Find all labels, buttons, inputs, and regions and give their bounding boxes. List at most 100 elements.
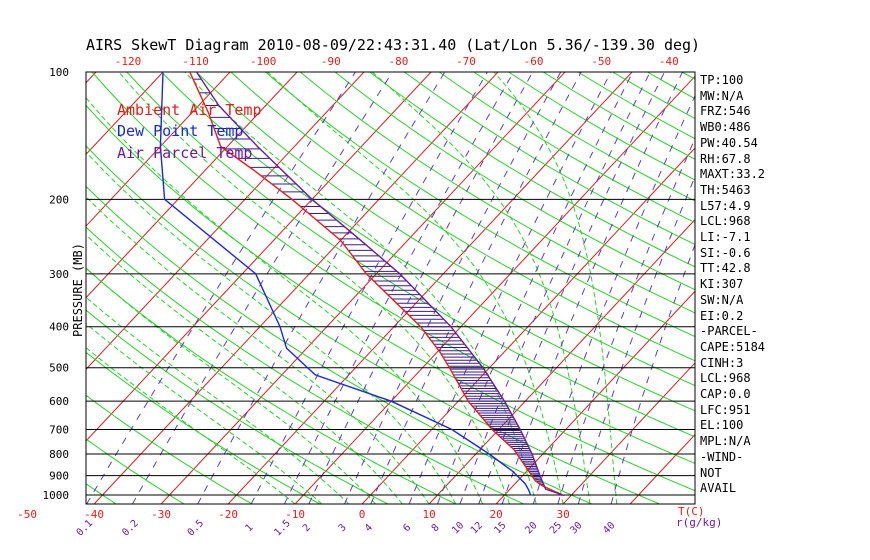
pressure-tick-label: 1000: [43, 489, 70, 502]
statistic-item: SI:-0.6: [700, 245, 751, 260]
series-dew-point-temp: [159, 72, 532, 496]
mixing-ratio-tick-label: 0.1: [75, 518, 96, 539]
pressure-tick-label: 300: [49, 268, 69, 281]
isotherm-line: [86, 72, 365, 371]
isotherm-line: [0, 72, 29, 504]
series-air-parcel-temp: [195, 72, 565, 497]
moist-adiabat-line: [371, 72, 591, 504]
dry-adiabat-line: [86, 438, 185, 504]
moist-adiabat-line: [184, 72, 537, 504]
dry-adiabat-line: [86, 226, 524, 504]
statistic-item: FRZ:546: [700, 104, 751, 119]
moist-adiabat-line: [86, 234, 403, 504]
statistic-item: LCL:968: [700, 214, 751, 229]
top-temperature-tick-label: -110: [182, 55, 209, 68]
dry-adiabat-line: [86, 309, 389, 504]
isotherm-line: [86, 72, 164, 156]
legend-dew-point-temp: Dew Point Temp: [117, 122, 244, 140]
dry-adiabat-line: [195, 72, 695, 387]
top-temperature-tick-label: -70: [456, 55, 476, 68]
dry-adiabat-line: [126, 72, 695, 438]
moist-adiabat-line: [86, 347, 296, 504]
mixing-ratio-tick-label: 0.5: [186, 518, 207, 539]
statistic-item: SW:N/A: [700, 292, 744, 307]
pressure-tick-label: 600: [49, 395, 69, 408]
mixing-ratio-tick-label: 0.2: [120, 518, 141, 539]
mixing-ratio-tick-label: 40: [601, 520, 617, 536]
dry-adiabat-line: [473, 72, 695, 202]
dry-adiabat-line: [86, 483, 117, 504]
statistic-item: MAXT:33.2: [700, 167, 766, 182]
statistic-item: LCL:968: [700, 371, 751, 386]
temperature-unit-label: T(C): [678, 505, 705, 518]
temperature-tick-label: 20: [489, 508, 502, 521]
statistic-item: WB0:486: [700, 120, 751, 135]
statistic-item: -PARCEL-: [700, 324, 758, 339]
sounding-series: [159, 72, 565, 497]
pressure-tick-label: 700: [49, 424, 69, 437]
dry-adiabat-line: [369, 72, 695, 268]
temperature-tick-label: 0: [359, 508, 366, 521]
isotherm-line: [227, 72, 633, 504]
mixing-ratio-line: [532, 94, 695, 504]
mixing-ratio-line: [308, 72, 534, 504]
mixing-ratio-line: [501, 72, 683, 504]
mixing-ratio-line: [283, 72, 515, 504]
pressure-tick-label: 200: [49, 193, 69, 206]
isotherm-line: [86, 72, 298, 299]
statistic-item: CAPE:5184: [700, 339, 766, 354]
dry-adiabat-line: [86, 145, 660, 504]
moist-adiabat-line: [118, 72, 510, 504]
temperature-tick-label: -20: [218, 508, 238, 521]
moist-adiabat-lines: [86, 72, 618, 504]
mixing-ratio-tick-label: 2: [301, 522, 313, 534]
top-temperature-tick-label: -120: [115, 55, 142, 68]
dry-adiabat-line: [265, 72, 695, 338]
statistic-item: RH:67.8: [700, 151, 751, 166]
mixing-ratio-line: [250, 72, 488, 504]
mixing-ratio-tick-label: 12: [469, 520, 485, 536]
dry-adiabat-line: [299, 72, 695, 314]
mixing-ratio-tick-label: 4: [363, 522, 375, 534]
temperature-tick-label: 10: [422, 508, 435, 521]
top-temperature-tick-label: -50: [591, 55, 611, 68]
statistic-item: MPL:N/A: [700, 434, 751, 449]
mixing-ratio-line: [459, 72, 651, 504]
statistic-item: AVAIL: [700, 481, 737, 496]
mixing-ratio-line: [370, 72, 582, 504]
statistic-item: EI:0.2: [700, 308, 744, 323]
isotherm-line: [495, 290, 695, 504]
dry-adiabat-line: [230, 72, 695, 362]
mixing-ratio-tick-label: 3: [337, 522, 349, 534]
mixing-ratio-line: [408, 72, 612, 504]
mixing-ratio-tick-label: 8: [430, 522, 442, 534]
dry-adiabat-line: [86, 267, 456, 504]
statistic-item: PW:40.54: [700, 135, 758, 150]
chart-title: AIRS SkewT Diagram 2010-08-09/22:43:31.4…: [86, 36, 701, 54]
statistic-item: L57:4.9: [700, 198, 751, 213]
cape-hatch-region: [193, 78, 545, 487]
moist-adiabat-line: [267, 72, 564, 504]
temperature-tick-label: 30: [556, 508, 569, 521]
statistic-item: KI:307: [700, 277, 744, 292]
mixing-ratio-line: [131, 72, 393, 504]
pressure-tick-label: 400: [49, 321, 69, 334]
dry-adiabat-line: [161, 72, 695, 412]
mixing-ratio-tick-label: 6: [401, 522, 413, 534]
pressure-tick-label: 100: [49, 66, 69, 79]
mixing-ratio-line: [86, 72, 356, 504]
dry-adiabat-line: [86, 394, 253, 504]
isobar-lines: [85, 71, 696, 505]
top-temperature-tick-label: -90: [321, 55, 341, 68]
mixing-ratio-tick-label: 30: [568, 520, 584, 536]
mixing-ratio-unit-label: r(g/kg): [676, 516, 722, 529]
isotherm-line: [160, 72, 566, 504]
dry-adiabat-line: [404, 72, 695, 246]
statistic-item: TP:100: [700, 73, 744, 87]
mixing-ratio-line: [478, 72, 665, 504]
moist-adiabat-line: [86, 267, 376, 504]
temperature-tick-label: -30: [151, 508, 171, 521]
mixing-ratio-line: [344, 72, 562, 504]
moist-adiabat-line: [86, 96, 484, 504]
mixing-ratio-tick-label: 1: [243, 522, 255, 534]
